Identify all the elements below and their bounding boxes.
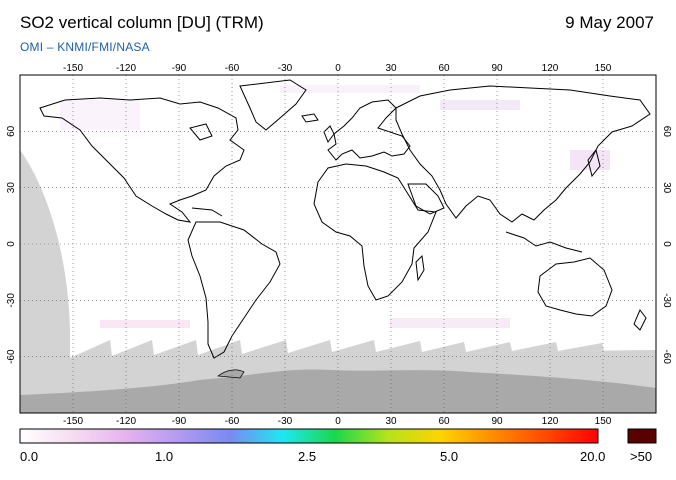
latitude-labels-right: 60 30 0 -30 -60	[661, 126, 672, 365]
new-zealand	[633, 309, 647, 331]
lon-label-top-120: 120	[542, 63, 559, 74]
lat-label-right-0: 0	[661, 241, 672, 247]
lon-label-bottom-0: 0	[335, 416, 341, 427]
lon-label-bottom--120: -120	[116, 416, 136, 427]
lat-label-right-30: 30	[661, 182, 672, 194]
lat-label-right--30: -30	[661, 293, 672, 308]
antarctic-peninsula	[217, 369, 245, 379]
no-data-sawtooth	[70, 340, 656, 358]
europe	[327, 99, 411, 161]
lon-label-top-30: 30	[385, 63, 397, 74]
lon-label-bottom-90: 90	[491, 416, 503, 427]
colorbar-overflow	[627, 428, 657, 444]
no-data-swath	[20, 150, 70, 360]
lat-label-left-30: 30	[6, 182, 17, 194]
lon-label-bottom-120: 120	[542, 416, 559, 427]
british-isles	[323, 125, 335, 144]
lat-label-left--30: -30	[6, 293, 17, 308]
asia	[395, 85, 651, 223]
lat-label-left-0: 0	[6, 241, 17, 247]
data-source: OMI – KNMI/FMI/NASA	[20, 40, 150, 54]
indonesia	[505, 231, 583, 253]
lon-label-top--90: -90	[172, 63, 187, 74]
lon-label-top-0: 0	[335, 63, 341, 74]
lon-label-bottom--150: -150	[63, 416, 83, 427]
lon-label-bottom--30: -30	[278, 416, 293, 427]
madagascar	[415, 254, 425, 282]
lat-label-left-60: 60	[6, 125, 17, 137]
colorbar-label-0: 0.0	[20, 449, 39, 464]
australia	[537, 257, 613, 317]
lon-label-bottom-30: 30	[385, 416, 397, 427]
map-frame	[19, 74, 657, 414]
lon-label-bottom--60: -60	[225, 416, 240, 427]
iceland	[301, 113, 319, 123]
colorbar-overflow-label: >50	[630, 449, 653, 464]
colorbar-label-4: 20.0	[580, 449, 606, 464]
lon-label-top-60: 60	[438, 63, 450, 74]
africa	[313, 163, 437, 301]
lat-label-right-60: 60	[661, 126, 672, 138]
graticule	[20, 75, 656, 413]
lat-label-right--60: -60	[661, 349, 672, 364]
colorbar-label-1: 1.0	[155, 449, 174, 464]
lon-label-top--150: -150	[63, 63, 83, 74]
lon-label-bottom-150: 150	[595, 416, 612, 427]
lon-label-top--60: -60	[225, 63, 240, 74]
map-date: 9 May 2007	[565, 13, 654, 32]
lon-label-top-90: 90	[491, 63, 503, 74]
longitude-labels-bottom: -150 -120 -90 -60 -30 0 30 60 90 120 150	[63, 416, 612, 427]
japan	[587, 148, 601, 178]
lon-label-top--30: -30	[278, 63, 293, 74]
lat-label-left--60: -60	[6, 349, 17, 364]
longitude-labels-top: -150 -120 -90 -60 -30 0 30 60 90 120 150	[63, 63, 612, 74]
cuba	[191, 207, 223, 217]
north-america	[39, 97, 245, 223]
hudson-bay	[189, 123, 213, 141]
map-title: SO2 vertical column [DU] (TRM)	[20, 13, 264, 32]
lon-label-top--120: -120	[116, 63, 136, 74]
lon-label-bottom--90: -90	[172, 416, 187, 427]
colorbar-label-3: 5.0	[440, 449, 459, 464]
lon-label-top-150: 150	[595, 63, 612, 74]
greenland	[239, 79, 307, 131]
colorbar-label-2: 2.5	[298, 449, 317, 464]
colorbar	[19, 428, 599, 444]
latitude-labels-left: 60 30 0 -30 -60	[6, 125, 17, 364]
lon-label-bottom-60: 60	[438, 416, 450, 427]
so2-speckle	[60, 85, 610, 328]
